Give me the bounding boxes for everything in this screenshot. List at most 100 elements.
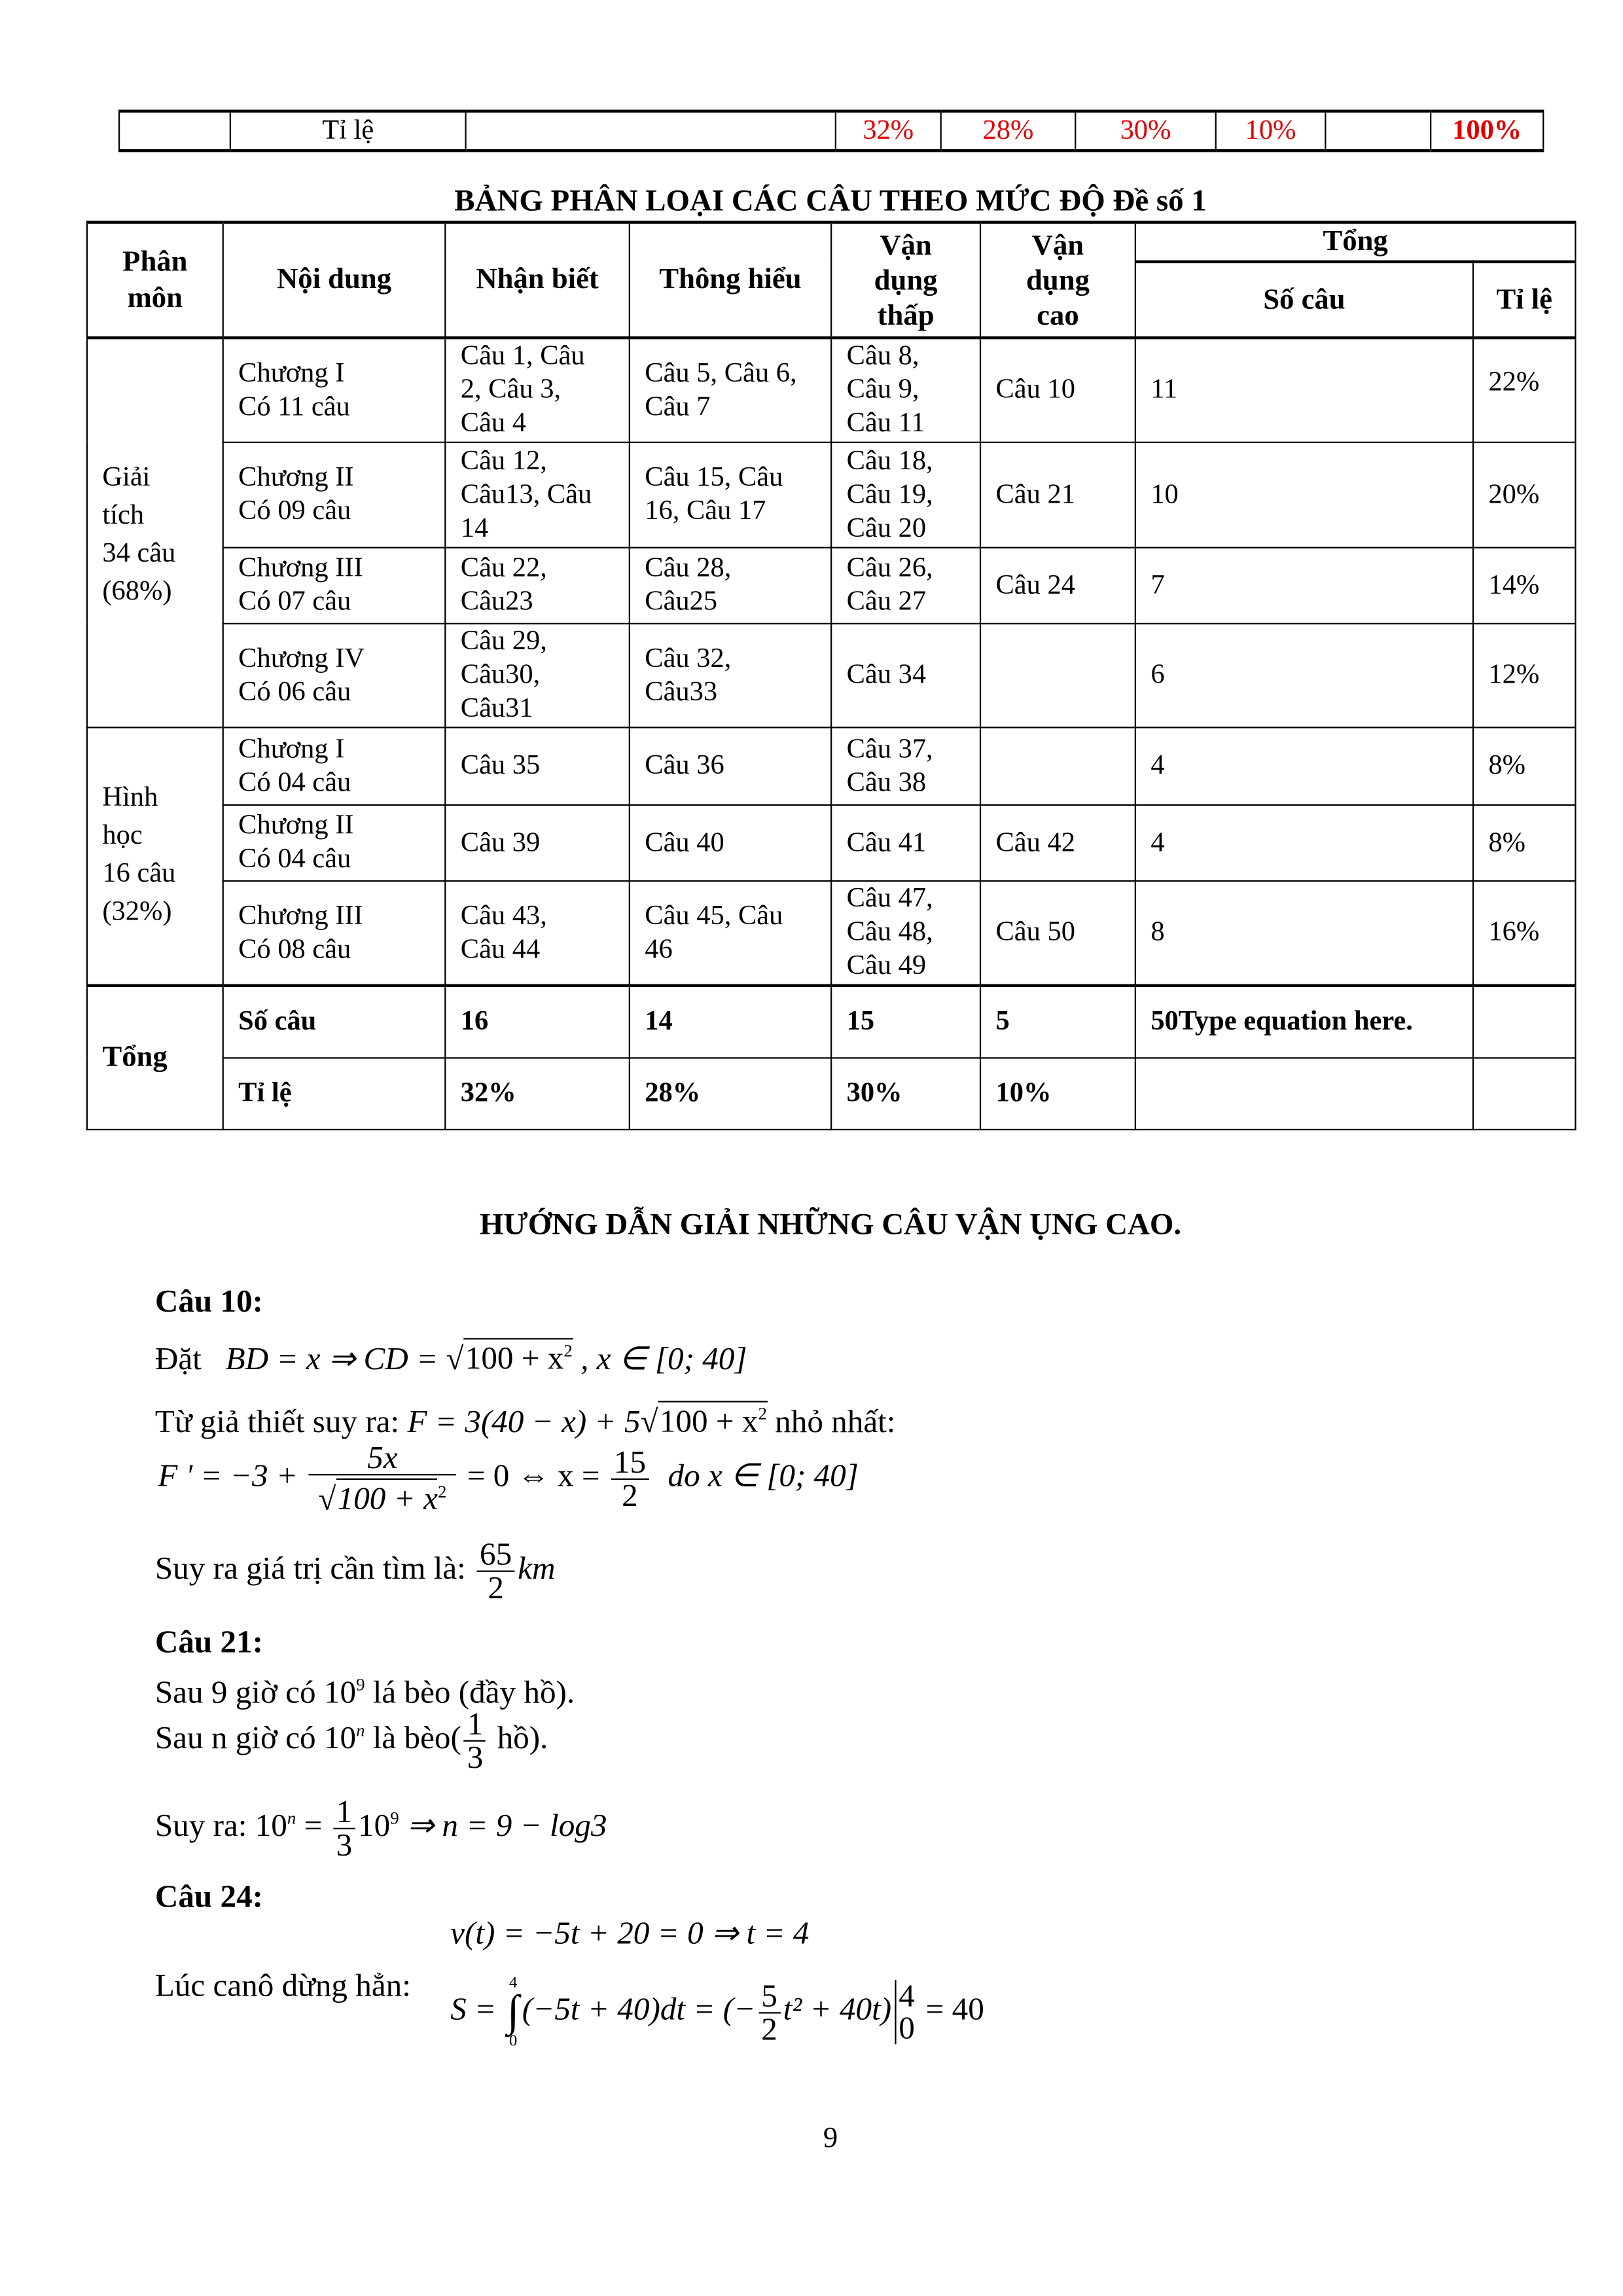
page-number: 9 — [823, 2121, 838, 2154]
vd-cao-cell — [979, 622, 1136, 728]
table-row: Chương III Có 07 câu Câu 22, Câu23 Câu 2… — [87, 546, 1577, 624]
math: S = — [450, 1990, 505, 2027]
cau10-line4: Suy ra giá trị cần tìm là: 65 2 km — [154, 1537, 556, 1606]
text: Đặt — [154, 1340, 202, 1377]
empty-cell — [465, 109, 836, 152]
total-count: 16 — [444, 984, 630, 1058]
rate-value: 28% — [940, 109, 1077, 152]
fraction: 5x √ 100 + x2 — [308, 1441, 456, 1517]
total-count: 14 — [628, 984, 832, 1058]
fraction: 15 2 — [611, 1445, 649, 1512]
count-cell: 7 — [1134, 546, 1474, 624]
total-rate — [1134, 1056, 1474, 1130]
nhan-biet-cell: Câu 12, Câu13, Câu 14 — [444, 440, 630, 548]
total-count-row: Tổng Số câu 16 14 15 5 50Type equation h… — [86, 984, 1577, 1130]
total-rate-row: Tỉ lệ 32% 28% 30% 10% — [87, 1056, 1577, 1130]
numerator: 5x — [308, 1441, 456, 1476]
table-row: Chương II Có 09 câu Câu 12, Câu13, Câu 1… — [87, 440, 1577, 548]
vd-thap-cell: Câu 47, Câu 48, Câu 49 — [830, 879, 982, 986]
rate-label: Tỉ lệ — [229, 109, 467, 152]
rate-cell: 12% — [1472, 622, 1577, 728]
math: = 0 ⇔ x = — [459, 1456, 608, 1494]
table-row: Giải tích 34 câu (68%) Chương I Có 11 câ… — [86, 336, 1577, 728]
math: 10 — [358, 1806, 391, 1844]
content-cell: Chương II Có 09 câu — [222, 440, 446, 548]
vd-cao-cell: Câu 42 — [979, 803, 1136, 882]
thong-hieu-cell: Câu 36 — [628, 726, 832, 805]
header-ti-le: Tỉ lệ — [1472, 260, 1577, 340]
subject-giai-tich: Giải tích 34 câu (68%) — [86, 336, 224, 728]
total-count — [1472, 984, 1577, 1058]
count-cell: 8 — [1134, 879, 1474, 986]
fraction: 65 2 — [476, 1537, 515, 1606]
rate-total: 100% — [1430, 109, 1544, 152]
nhan-biet-cell: Câu 35 — [444, 726, 630, 805]
numerator: 5 — [758, 1979, 781, 2013]
thong-hieu-cell: Câu 15, Câu 16, Câu 17 — [628, 440, 832, 548]
vd-cao-cell: Câu 24 — [979, 546, 1136, 624]
content-cell: Chương II Có 04 câu — [222, 803, 446, 882]
table-row: Chương IV Có 06 câu Câu 29, Câu30, Câu31… — [87, 622, 1577, 728]
vd-cao-cell: Câu 50 — [979, 879, 1136, 986]
content-cell: Chương IV Có 06 câu — [222, 622, 446, 728]
text: Suy ra giá trị cần tìm là: — [154, 1549, 474, 1587]
vd-thap-cell: Câu 37, Câu 38 — [830, 726, 982, 805]
table-row: Chương II Có 04 câu Câu 39 Câu 40 Câu 41… — [87, 803, 1577, 882]
text: Suy ra: 10 — [154, 1806, 287, 1844]
numerator: 1 — [464, 1707, 486, 1742]
total-count-label: Số câu — [222, 984, 446, 1058]
table-row: Chương III Có 08 câu Câu 43, Câu 44 Câu … — [87, 879, 1577, 986]
math: 100 + x — [336, 1479, 438, 1517]
denominator: √ 100 + x2 — [318, 1475, 446, 1517]
exponent: n — [356, 1719, 365, 1741]
upper-limit: 4 — [508, 1974, 518, 1992]
count-cell: 4 — [1134, 803, 1474, 882]
cau10-line2: Từ giả thiết suy ra: F = 3(40 − x) + 5√ 1… — [155, 1393, 895, 1442]
rate-value: 32% — [834, 109, 942, 152]
content-cell: Chương III Có 07 câu — [222, 546, 446, 624]
rate-value: 30% — [1075, 109, 1217, 152]
total-rate: 30% — [830, 1056, 982, 1130]
total-count: 15 — [830, 984, 982, 1058]
total-count: 50Type equation here. — [1134, 984, 1474, 1058]
math: ⇒ n = 9 − log3 — [399, 1806, 607, 1844]
thong-hieu-cell: Câu 45, Câu 46 — [628, 879, 832, 986]
vd-cao-cell: Câu 21 — [979, 440, 1136, 548]
cau24-integral: S = 4 ∫ 0 (−5t + 40)dt = (− 5 2 t² + 40t) 4 0 = … — [450, 1974, 984, 2050]
numerator: 65 — [476, 1537, 515, 1572]
total-rate: 10% — [979, 1056, 1136, 1130]
unit: km — [518, 1549, 556, 1587]
count-cell: 6 — [1134, 622, 1474, 728]
math-sqrt: 100 + x2 — [463, 1338, 573, 1377]
nhan-biet-cell: Câu 39 — [444, 803, 630, 882]
content-cell: Chương III Có 08 câu — [222, 879, 446, 986]
table-row: Hình học 16 câu (32%) Chương I Có 04 câu… — [86, 726, 1577, 986]
nhan-biet-cell: Câu 22, Câu23 — [444, 546, 630, 624]
subject-hinh-hoc: Hình học 16 câu (32%) — [86, 726, 224, 986]
denominator: 2 — [488, 1569, 504, 1606]
exponent: n — [287, 1807, 296, 1829]
rate-cell: 16% — [1472, 879, 1577, 986]
count-cell: 4 — [1134, 726, 1474, 805]
empty-cell — [118, 109, 232, 152]
cau10-line3: F ' = −3 + 5x √ 100 + x2 = 0 ⇔ x = 15 2 do … — [158, 1441, 859, 1517]
vd-thap-cell: Câu 18, Câu 19, Câu 20 — [830, 440, 982, 548]
rate-cell: 22% — [1472, 336, 1577, 442]
header-phan-mon: Phân môn — [86, 221, 224, 340]
header-noi-dung: Nội dung — [222, 221, 446, 340]
math: t² + 40t) — [783, 1990, 892, 2027]
math: = — [296, 1806, 330, 1844]
denominator: 3 — [467, 1738, 484, 1776]
math: 100 + x — [465, 1340, 564, 1377]
rate-value: 10% — [1215, 109, 1327, 152]
upper-limit: 4 — [899, 1977, 915, 2014]
cau21-line2: Sau n giờ có 10n là bèo(1 3 hồ). — [155, 1707, 548, 1776]
vd-cao-cell: Câu 10 — [979, 336, 1136, 442]
rate-cell: 20% — [1472, 440, 1577, 548]
nhan-biet-cell: Câu 1, Câu 2, Câu 3, Câu 4 — [444, 336, 630, 442]
lower-limit: 0 — [508, 2032, 518, 2051]
thong-hieu-cell: Câu 32, Câu33 — [628, 622, 832, 728]
table-title: BẢNG PHÂN LOẠI CÁC CÂU THEO MỨC ĐỘ Đề số… — [454, 183, 1207, 218]
